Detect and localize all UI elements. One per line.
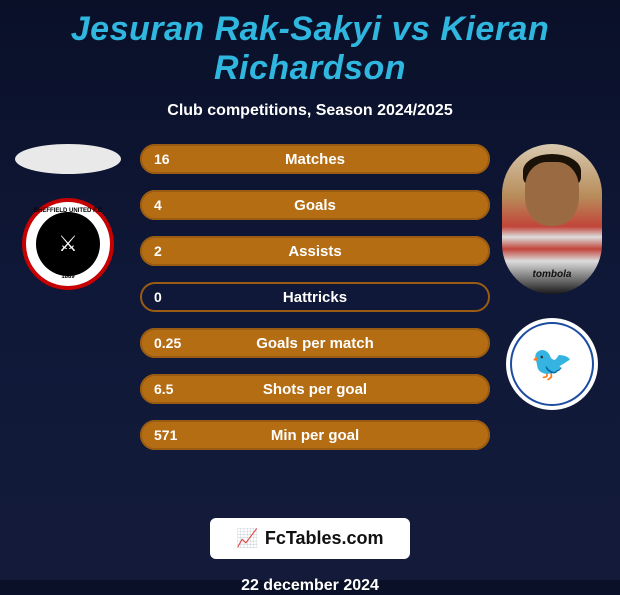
footer: 📈 FcTables.com	[0, 518, 620, 559]
avatar-head-shape	[525, 162, 579, 226]
stat-rows-container: 16Matches 4Goals 2Assists 0Hattricks 0.25Goa…	[140, 144, 490, 466]
player1-column: SHEFFIELD UNITED F.C ⚔ 1889	[8, 144, 128, 290]
player2-avatar: tombola	[502, 144, 602, 294]
vs-text: vs	[392, 10, 431, 48]
player2-column: tombola 🐦	[492, 144, 612, 410]
player2-club-badge: 🐦	[506, 318, 598, 410]
brand-text: FcTables.com	[265, 528, 384, 549]
stat-row: 571Min per goal	[140, 420, 490, 450]
stat-row: 2Assists	[140, 236, 490, 266]
comparison-title: Jesuran Rak-Sakyi vs Kieran Richardson	[0, 0, 620, 88]
stat-label: Min per goal	[140, 427, 490, 444]
chart-icon: 📈	[236, 528, 258, 549]
stat-row: 0Hattricks	[140, 282, 490, 312]
player1-club-badge: SHEFFIELD UNITED F.C ⚔ 1889	[22, 198, 114, 290]
stat-label: Goals	[140, 197, 490, 214]
club1-inner-icon: ⚔	[36, 212, 100, 276]
stat-row: 6.5Shots per goal	[140, 374, 490, 404]
player1-name: Jesuran Rak-Sakyi	[71, 10, 382, 48]
subtitle: Club competitions, Season 2024/2025	[0, 102, 620, 120]
stat-label: Hattricks	[140, 289, 490, 306]
stat-label: Shots per goal	[140, 381, 490, 398]
stat-label: Matches	[140, 151, 490, 168]
club1-year: 1889	[26, 274, 110, 280]
club2-ring	[510, 322, 594, 406]
brand-badge: 📈 FcTables.com	[210, 518, 409, 559]
stat-label: Assists	[140, 243, 490, 260]
shirt-sponsor-text: tombola	[502, 269, 602, 280]
stat-label: Goals per match	[140, 335, 490, 352]
comparison-stage: SHEFFIELD UNITED F.C ⚔ 1889 16Matches 4Go…	[0, 144, 620, 514]
swords-icon: ⚔	[58, 231, 78, 257]
player1-avatar-placeholder	[15, 144, 121, 174]
stat-row: 4Goals	[140, 190, 490, 220]
stat-row: 16Matches	[140, 144, 490, 174]
stat-row: 0.25Goals per match	[140, 328, 490, 358]
